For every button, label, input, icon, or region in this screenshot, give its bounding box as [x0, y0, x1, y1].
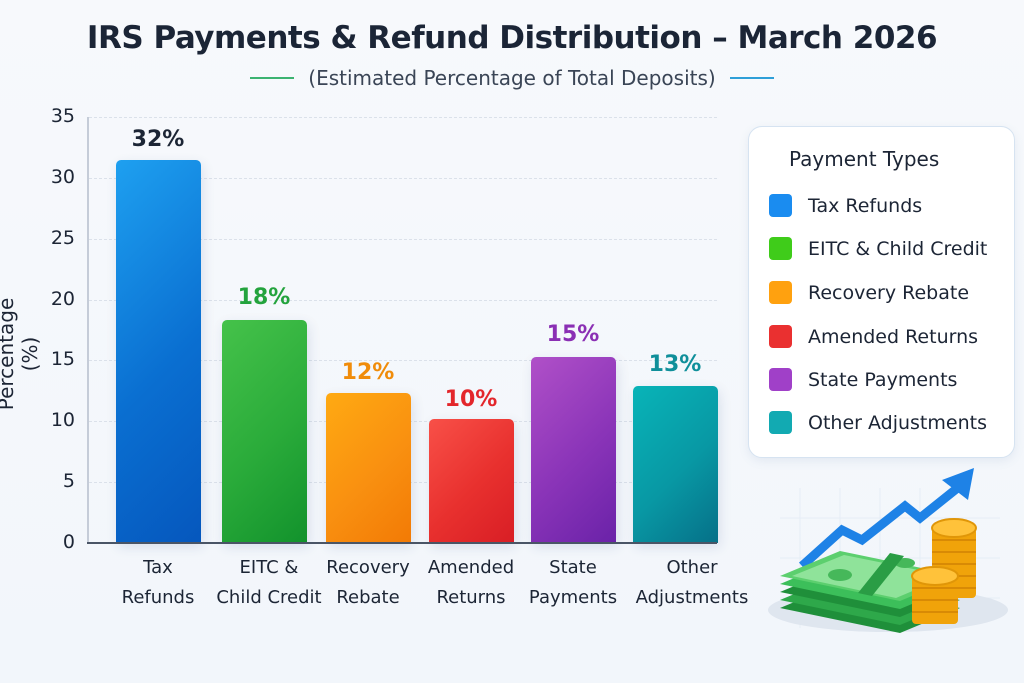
y-axis-line: [87, 117, 89, 543]
legend-swatch: [769, 325, 792, 348]
legend-swatch: [769, 281, 792, 304]
subtitle-line-left: [250, 77, 295, 79]
gridline-15: [89, 360, 717, 361]
legend-item-recovery-rebate[interactable]: Recovery Rebate: [769, 281, 969, 304]
plot-area: 35 30 25 20 15 10 5 0 32% 18% 12% 10% 15…: [51, 105, 718, 553]
subtitle-line-right: [729, 77, 774, 79]
bar-value-label: 13%: [648, 352, 702, 377]
y-tick: 30: [50, 166, 75, 188]
y-tick: 10: [50, 409, 75, 431]
gridline-20: [89, 300, 717, 301]
chart-subtitle: (Estimated Percentage of Total Deposits): [308, 66, 716, 90]
x-tick-label: Amended Returns: [427, 557, 515, 608]
bar-value-label: 12%: [341, 360, 395, 385]
gridline-30: [89, 178, 717, 179]
bar-other-adjustments[interactable]: [633, 386, 718, 543]
chart-title: IRS Payments & Refund Distribution – Mar…: [86, 20, 938, 56]
legend-item-amended-returns[interactable]: Amended Returns: [769, 325, 978, 348]
x-tick-label: State Payments: [528, 557, 618, 608]
bar-state-payments[interactable]: [531, 357, 616, 543]
bar-recovery-rebate[interactable]: [326, 393, 411, 543]
legend-label: EITC & Child Credit: [808, 237, 988, 260]
legend: Payment Types Tax Refunds EITC & Child C…: [748, 126, 1015, 458]
legend-label: Other Adjustments: [808, 411, 987, 434]
legend-label: State Payments: [808, 368, 958, 391]
bar-value-label: 32%: [131, 127, 185, 152]
legend-label: Amended Returns: [808, 325, 979, 348]
legend-label: Tax Refunds: [808, 194, 923, 217]
gridline-25: [89, 239, 717, 240]
legend-item-state-payments[interactable]: State Payments: [769, 368, 957, 391]
legend-title: Payment Types: [789, 147, 940, 171]
legend-item-eitc-child-credit[interactable]: EITC & Child Credit: [769, 237, 987, 260]
bar-tax-refunds[interactable]: [116, 160, 201, 543]
x-tick-label: Recovery Rebate: [326, 557, 410, 608]
legend-swatch: [769, 237, 792, 260]
y-tick: 35: [50, 105, 75, 127]
subtitle-row: (Estimated Percentage of Total Deposits): [0, 66, 1024, 90]
money-growth-icon: [760, 458, 1024, 648]
bar-value-label: 10%: [444, 387, 498, 412]
bar-amended-returns[interactable]: [429, 419, 514, 543]
legend-label: Recovery Rebate: [808, 281, 970, 304]
x-tick-label: EITC & Child Credit: [216, 557, 322, 608]
x-tick-label: Tax Refunds: [121, 557, 195, 608]
legend-item-tax-refunds[interactable]: Tax Refunds: [769, 194, 922, 217]
legend-swatch: [769, 194, 792, 217]
y-tick: 25: [50, 227, 75, 249]
legend-swatch: [769, 368, 792, 391]
y-tick: 20: [50, 288, 75, 310]
gridline-35: [89, 117, 717, 118]
x-tick-label: Other Adjustments: [635, 557, 749, 608]
bar-value-label: 18%: [237, 285, 291, 310]
y-tick: 0: [62, 531, 75, 553]
y-tick: 5: [62, 470, 75, 492]
y-axis-label: Percentage (%): [0, 297, 42, 411]
legend-item-other-adjustments[interactable]: Other Adjustments: [769, 411, 987, 434]
bar-eitc-child-credit[interactable]: [222, 320, 307, 543]
x-axis-line: [87, 542, 717, 544]
legend-swatch: [769, 411, 792, 434]
y-tick: 15: [50, 348, 75, 370]
bar-value-label: 15%: [546, 322, 600, 347]
